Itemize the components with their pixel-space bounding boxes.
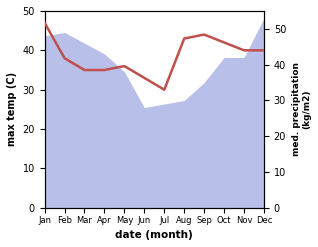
Y-axis label: max temp (C): max temp (C) (7, 72, 17, 146)
Y-axis label: med. precipitation
(kg/m2): med. precipitation (kg/m2) (292, 62, 311, 156)
X-axis label: date (month): date (month) (115, 230, 193, 240)
